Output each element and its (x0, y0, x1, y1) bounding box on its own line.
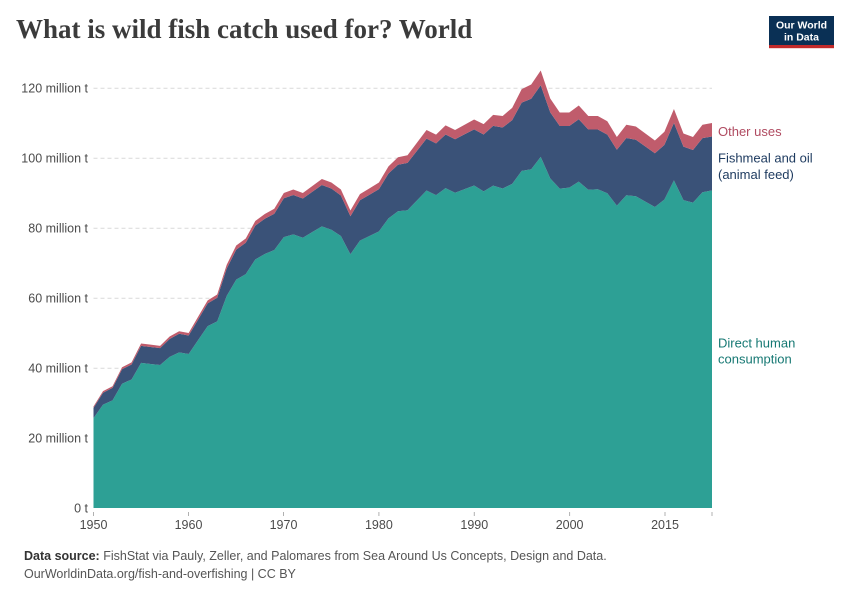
svg-text:1960: 1960 (175, 518, 203, 532)
svg-text:2015: 2015 (651, 518, 679, 532)
svg-text:40 million t: 40 million t (28, 362, 88, 376)
svg-text:1970: 1970 (270, 518, 298, 532)
svg-text:2000: 2000 (556, 518, 584, 532)
svg-text:(animal feed): (animal feed) (718, 167, 794, 182)
svg-text:Direct human: Direct human (718, 336, 795, 351)
svg-text:0 t: 0 t (74, 502, 88, 516)
svg-text:1950: 1950 (80, 518, 108, 532)
svg-text:1990: 1990 (460, 518, 488, 532)
svg-text:100 million t: 100 million t (21, 152, 88, 166)
svg-text:20 million t: 20 million t (28, 432, 88, 446)
svg-text:Fishmeal and oil: Fishmeal and oil (718, 151, 813, 166)
svg-text:1980: 1980 (365, 518, 393, 532)
svg-text:120 million t: 120 million t (21, 82, 88, 96)
svg-text:60 million t: 60 million t (28, 292, 88, 306)
svg-text:consumption: consumption (718, 352, 792, 367)
svg-text:80 million t: 80 million t (28, 222, 88, 236)
svg-text:Other uses: Other uses (718, 124, 782, 139)
